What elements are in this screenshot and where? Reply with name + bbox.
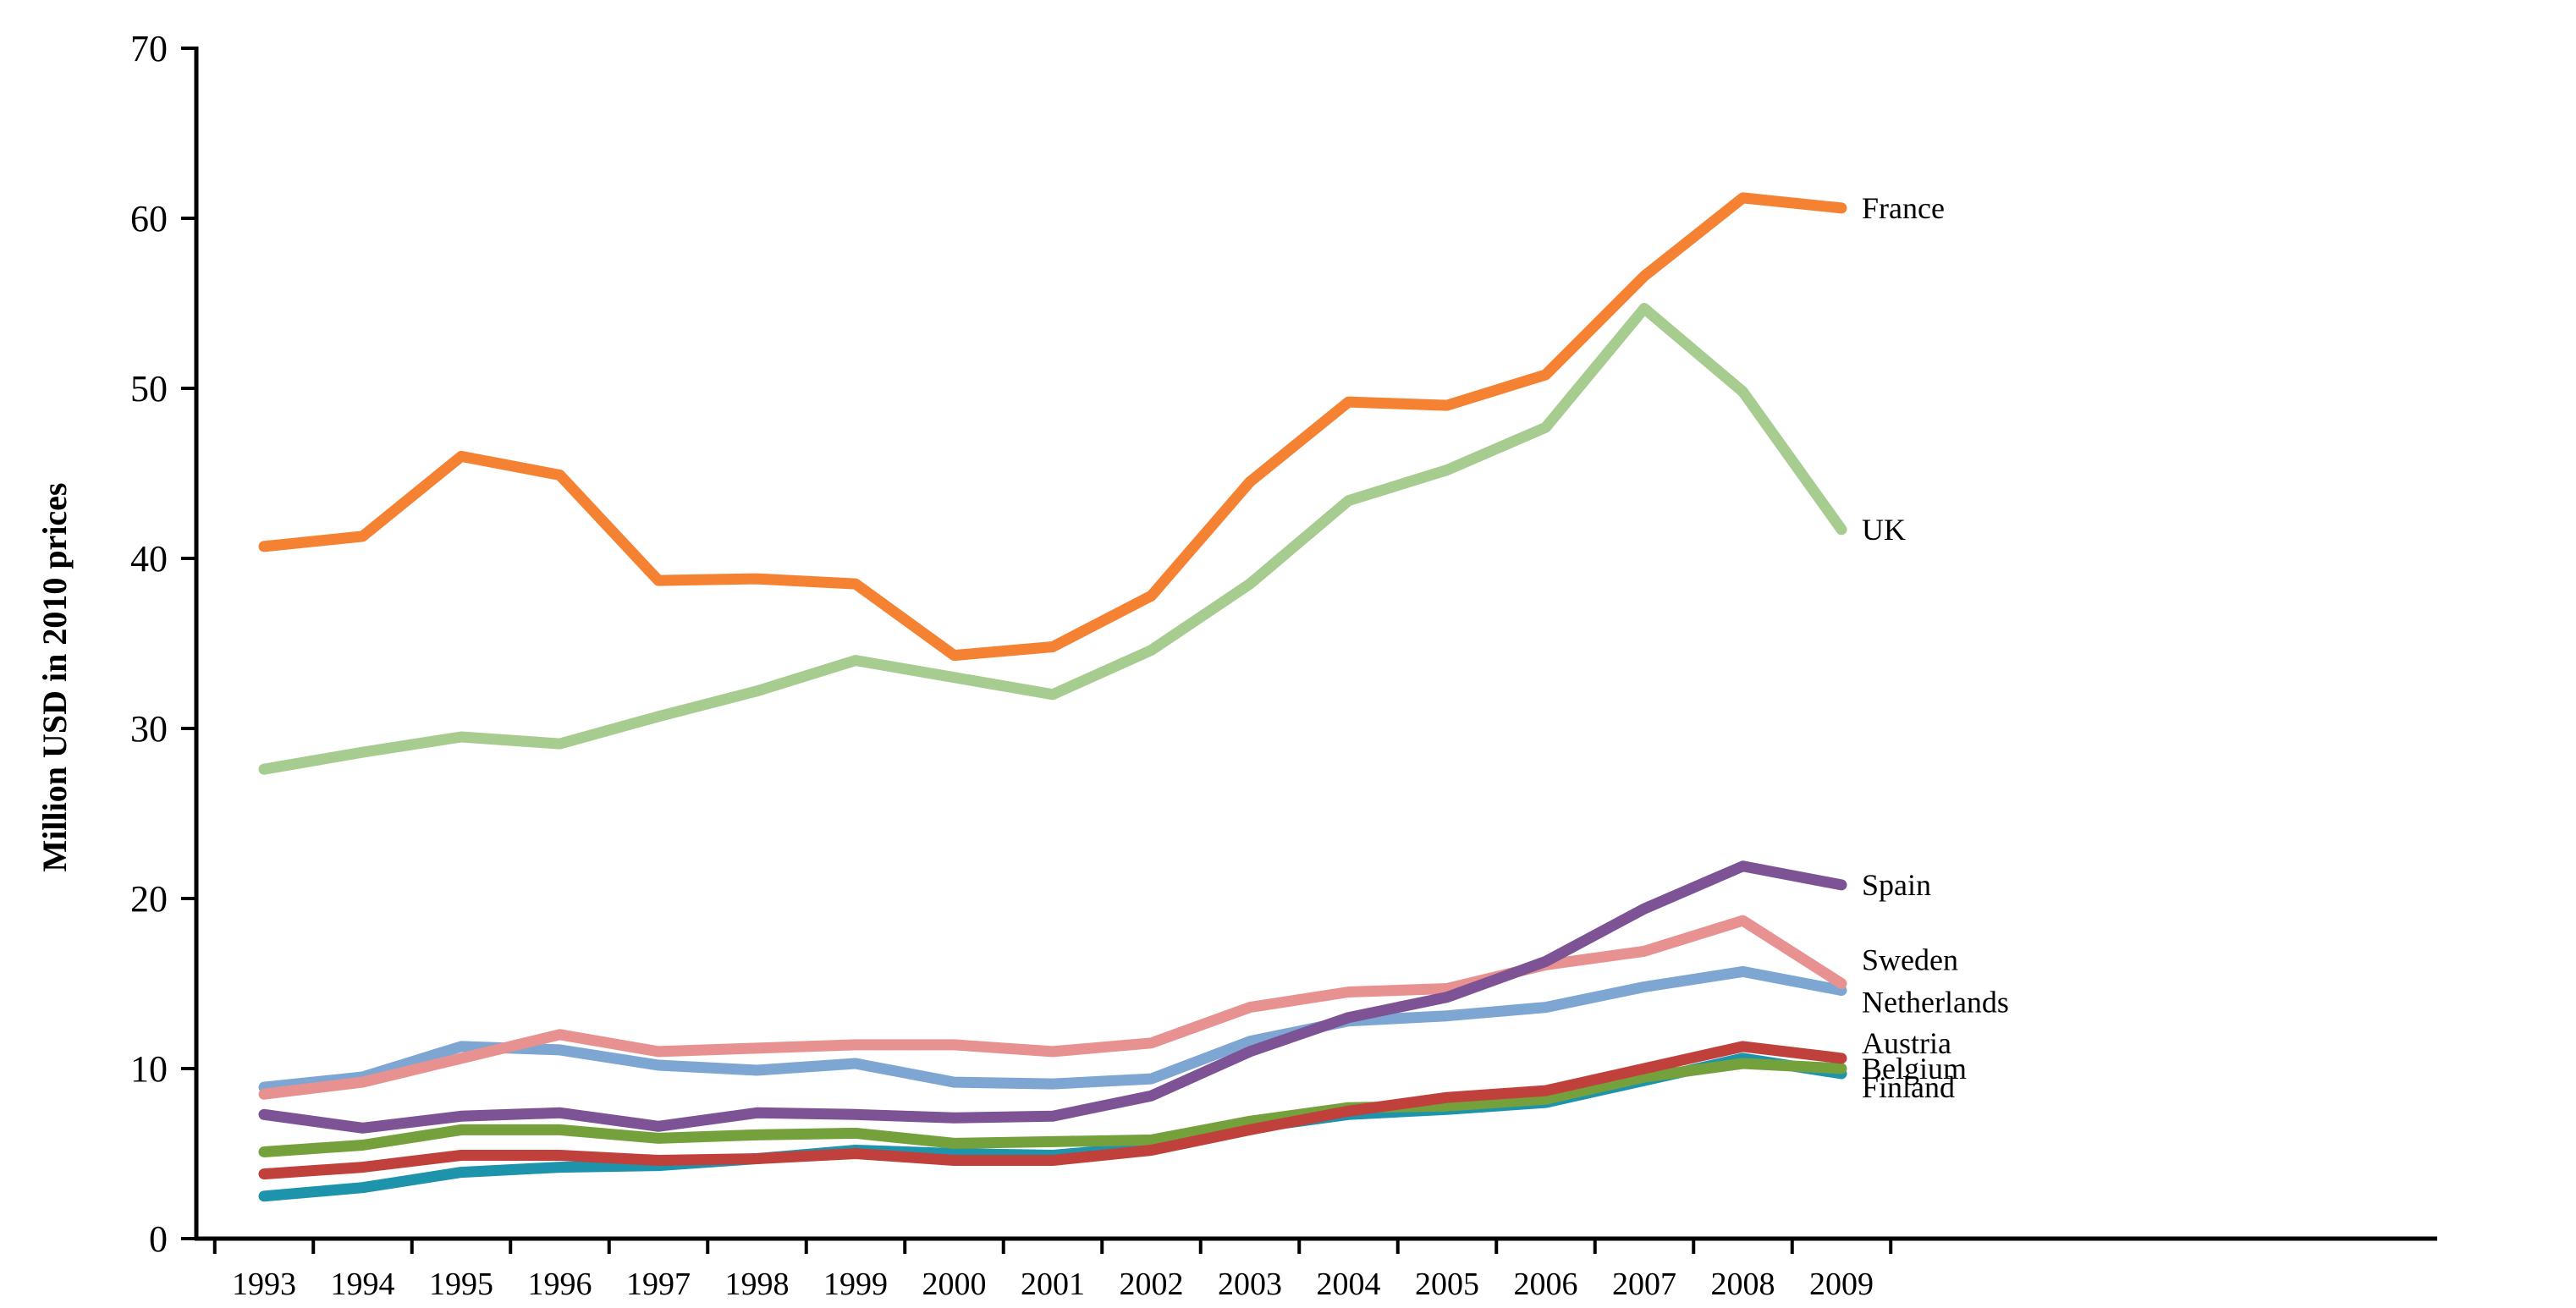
y-tick-label: 50 bbox=[130, 368, 168, 409]
series-label-france: France bbox=[1862, 191, 1945, 225]
x-tick-label: 2003 bbox=[1218, 1267, 1282, 1302]
x-tick-label: 2000 bbox=[922, 1267, 987, 1302]
series-line-sweden bbox=[258, 915, 1847, 1100]
y-tick-label: 40 bbox=[130, 538, 168, 580]
series-line-netherlands bbox=[258, 965, 1847, 1093]
x-tick-label: 2002 bbox=[1120, 1267, 1184, 1302]
x-tick-label: 2006 bbox=[1514, 1267, 1578, 1302]
x-tick-label: 1999 bbox=[823, 1267, 888, 1302]
series-line-uk bbox=[258, 303, 1847, 775]
series-label-belgium: Belgium bbox=[1862, 1052, 1967, 1085]
series-label-netherlands: Netherlands bbox=[1862, 986, 2009, 1019]
y-tick-label: 30 bbox=[130, 708, 168, 750]
y-tick-label: 10 bbox=[130, 1048, 168, 1090]
x-tick-label: 1996 bbox=[528, 1267, 592, 1302]
x-tick-label: 1994 bbox=[331, 1267, 395, 1302]
y-tick-label: 60 bbox=[130, 198, 168, 239]
axes: 0 10 20 30 40 50 60 70 1993 1994 1995 1996 1997 1998 1… bbox=[130, 28, 2437, 1302]
x-tick-label: 2007 bbox=[1612, 1267, 1676, 1302]
x-tick-label: 2001 bbox=[1021, 1267, 1085, 1302]
y-tick-label: 70 bbox=[130, 28, 168, 69]
series-label-uk: UK bbox=[1862, 513, 1906, 547]
y-axis-title: Million USD in 2010 prices bbox=[36, 482, 74, 871]
series-labels: France UK Spain Sweden Netherlands AustriaBel… bbox=[1862, 191, 2009, 1104]
x-tick-label: 1997 bbox=[626, 1267, 691, 1302]
y-tick-label: 20 bbox=[130, 878, 168, 920]
series-line-austria bbox=[258, 1041, 1847, 1180]
y-tick-label: 0 bbox=[149, 1218, 168, 1260]
series-label-spain: Spain bbox=[1862, 868, 1931, 902]
x-tick-label: 2009 bbox=[1809, 1267, 1874, 1302]
series-label-sweden: Sweden bbox=[1862, 943, 1958, 977]
series-line-spain bbox=[258, 860, 1847, 1134]
series-label-finland: Finland bbox=[1862, 1070, 1955, 1104]
x-tick-label: 2008 bbox=[1711, 1267, 1775, 1302]
x-tick-label: 1993 bbox=[232, 1267, 296, 1302]
x-tick-label: 2004 bbox=[1317, 1267, 1381, 1302]
x-tick-label: 2005 bbox=[1415, 1267, 1479, 1302]
series-label-austria: Austria bbox=[1862, 1026, 1951, 1060]
series-lines bbox=[258, 192, 1847, 1202]
series-line-belgium bbox=[258, 1058, 1847, 1157]
x-tick-label: 1995 bbox=[429, 1267, 493, 1302]
x-tick-label: 1998 bbox=[725, 1267, 790, 1302]
series-line-france bbox=[258, 192, 1847, 662]
